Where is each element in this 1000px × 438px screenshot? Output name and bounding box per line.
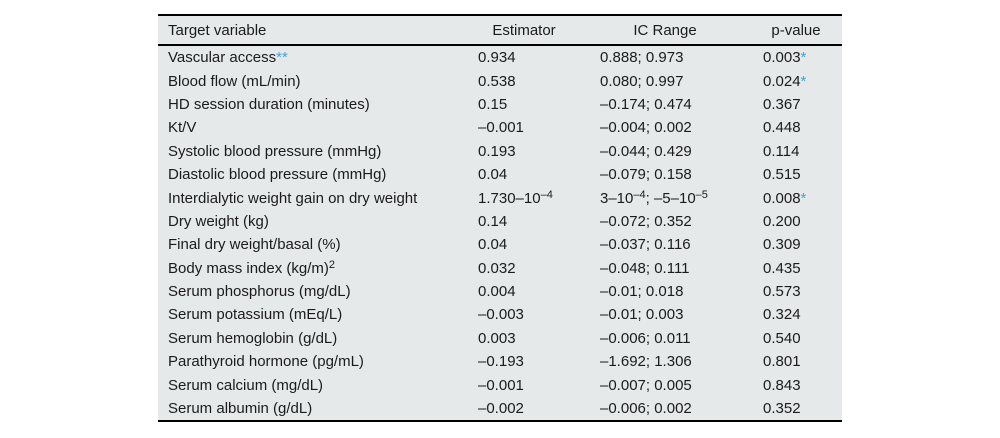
cell-p-value: 0.324 <box>763 306 801 324</box>
cell-variable: Vascular access** <box>168 49 288 67</box>
cell-ic-range: –0.044; 0.429 <box>600 142 692 160</box>
cell-p-value: 0.024* <box>763 72 807 90</box>
cell-variable: Serum potassium (mEq/L) <box>168 306 343 324</box>
column-header-target-variable: Target variable <box>168 21 267 39</box>
cell-ic-range: –0.004; 0.002 <box>600 119 692 137</box>
cell-estimator: –0.001 <box>478 376 524 394</box>
cell-variable: Interdialytic weight gain on dry weight <box>168 189 418 207</box>
cell-p-value: 0.435 <box>763 259 801 277</box>
superscript: –5 <box>695 188 708 201</box>
cell-p-value: 0.008* <box>763 189 807 207</box>
cell-estimator: 0.15 <box>478 95 508 113</box>
cell-ic-range: –1.692; 1.306 <box>600 353 692 371</box>
column-header-p-value: p-value <box>771 21 821 39</box>
cell-estimator: 0.04 <box>478 166 508 184</box>
cell-estimator: –0.002 <box>478 400 524 418</box>
table-row: Serum albumin (g/dL) –0.002 –0.006; 0.002 0… <box>158 396 842 421</box>
cell-p-value: 0.367 <box>763 95 801 113</box>
cell-ic-range: 3–10–4; –5–10–5 <box>600 188 708 207</box>
table-row: Dry weight (kg) 0.14 –0.072; 0.352 0.200 <box>158 209 842 234</box>
results-table: Target variable Estimator IC Range p-val… <box>158 14 842 423</box>
table-row: Diastolic blood pressure (mmHg) 0.04 –0.07… <box>158 162 842 187</box>
cell-ic-range: 0.080; 0.997 <box>600 72 684 90</box>
cell-p-value: 0.352 <box>763 400 801 418</box>
cell-variable: Serum albumin (g/dL) <box>168 400 313 418</box>
cell-ic-range: –0.01; 0.003 <box>600 306 684 324</box>
cell-estimator: 0.04 <box>478 236 508 254</box>
cell-ic-range: –0.048; 0.111 <box>600 259 690 277</box>
table-row: Serum calcium (mg/dL) –0.001 –0.007; 0.005… <box>158 373 842 397</box>
cell-ic-range: –0.174; 0.474 <box>600 95 692 113</box>
cell-estimator: 0.934 <box>478 49 516 67</box>
cell-ic-range: –0.079; 0.158 <box>600 166 692 184</box>
cell-ic-range: 0.888; 0.973 <box>600 49 684 67</box>
table-row: Final dry weight/basal (%) 0.04 –0.037; 0.… <box>158 233 842 257</box>
superscript: –4 <box>633 188 646 201</box>
table-row: Serum phosphorus (mg/dL) 0.004 –0.01; 0.01… <box>158 279 842 304</box>
cell-variable: Serum calcium (mg/dL) <box>168 376 324 394</box>
cell-variable: Systolic blood pressure (mmHg) <box>168 142 382 160</box>
cell-variable: Serum hemoglobin (g/dL) <box>168 329 338 347</box>
cell-ic-range: –0.006; 0.002 <box>600 400 692 418</box>
column-header-ic-range: IC Range <box>633 21 697 39</box>
cell-variable: Serum phosphorus (mg/dL) <box>168 283 351 301</box>
cell-ic-range: –0.037; 0.116 <box>600 236 691 254</box>
cell-estimator: –0.193 <box>478 353 524 371</box>
superscript: 2 <box>328 258 336 271</box>
cell-ic-range: –0.01; 0.018 <box>600 283 684 301</box>
cell-estimator: –0.003 <box>478 306 524 324</box>
cell-estimator: 1.730–10–4 <box>478 188 553 207</box>
top-rule <box>158 14 842 16</box>
significance-asterisk: * <box>800 72 807 90</box>
cell-estimator: 0.193 <box>478 142 516 160</box>
cell-p-value: 0.448 <box>763 119 801 137</box>
table-row: Kt/V –0.001 –0.004; 0.002 0.448 <box>158 116 842 140</box>
table-row: Blood flow (mL/min) 0.538 0.080; 0.997 0.02… <box>158 69 842 93</box>
table-row: Systolic blood pressure (mmHg) 0.193 –0.04… <box>158 139 842 163</box>
cell-p-value: 0.309 <box>763 236 801 254</box>
cell-p-value: 0.843 <box>763 376 801 394</box>
bottom-rule <box>158 420 842 423</box>
cell-ic-range: –0.007; 0.005 <box>600 376 692 394</box>
cell-variable: Body mass index (kg/m)2 <box>168 258 336 277</box>
cell-p-value: 0.200 <box>763 212 801 230</box>
significance-asterisk: ** <box>276 49 288 67</box>
cell-variable: Parathyroid hormone (pg/mL) <box>168 353 364 371</box>
significance-asterisk: * <box>800 189 807 207</box>
cell-estimator: 0.538 <box>478 72 516 90</box>
cell-p-value: 0.801 <box>763 353 801 371</box>
significance-asterisk: * <box>800 49 807 67</box>
table-row: Body mass index (kg/m)2 0.032 –0.048; 0.11… <box>158 256 842 280</box>
cell-p-value: 0.540 <box>763 329 801 347</box>
column-header-estimator: Estimator <box>492 21 556 39</box>
table-row: Interdialytic weight gain on dry weight 1… <box>158 186 842 210</box>
superscript: –4 <box>540 188 553 201</box>
cell-p-value: 0.003* <box>763 49 807 67</box>
table-row: Serum hemoglobin (g/dL) 0.003 –0.006; 0.01… <box>158 326 842 351</box>
cell-variable: Dry weight (kg) <box>168 212 269 230</box>
cell-estimator: 0.004 <box>478 283 516 301</box>
table-row: HD session duration (minutes) 0.15 –0.174;… <box>158 92 842 117</box>
cell-variable: Kt/V <box>168 119 197 137</box>
cell-p-value: 0.515 <box>763 166 801 184</box>
table-row: Vascular access** 0.934 0.888; 0.973 0.003* <box>158 46 842 70</box>
header-rule <box>158 44 842 46</box>
table-row: Serum potassium (mEq/L) –0.003 –0.01; 0.00… <box>158 303 842 327</box>
cell-p-value: 0.573 <box>763 283 801 301</box>
cell-estimator: –0.001 <box>478 119 524 137</box>
table-body: Vascular access** 0.934 0.888; 0.973 0.003*… <box>158 46 842 421</box>
cell-ic-range: –0.072; 0.352 <box>600 212 692 230</box>
cell-variable: Blood flow (mL/min) <box>168 72 301 90</box>
cell-estimator: 0.14 <box>478 212 508 230</box>
table-header-row: Target variable Estimator IC Range p-val… <box>158 16 842 44</box>
table-row: Parathyroid hormone (pg/mL) –0.193 –1.692;… <box>158 350 842 374</box>
cell-variable: HD session duration (minutes) <box>168 95 370 113</box>
cell-estimator: 0.032 <box>478 259 516 277</box>
cell-variable: Final dry weight/basal (%) <box>168 236 341 254</box>
cell-estimator: 0.003 <box>478 329 516 347</box>
cell-ic-range: –0.006; 0.011 <box>600 329 691 347</box>
cell-variable: Diastolic blood pressure (mmHg) <box>168 166 387 184</box>
cell-p-value: 0.114 <box>763 142 800 160</box>
